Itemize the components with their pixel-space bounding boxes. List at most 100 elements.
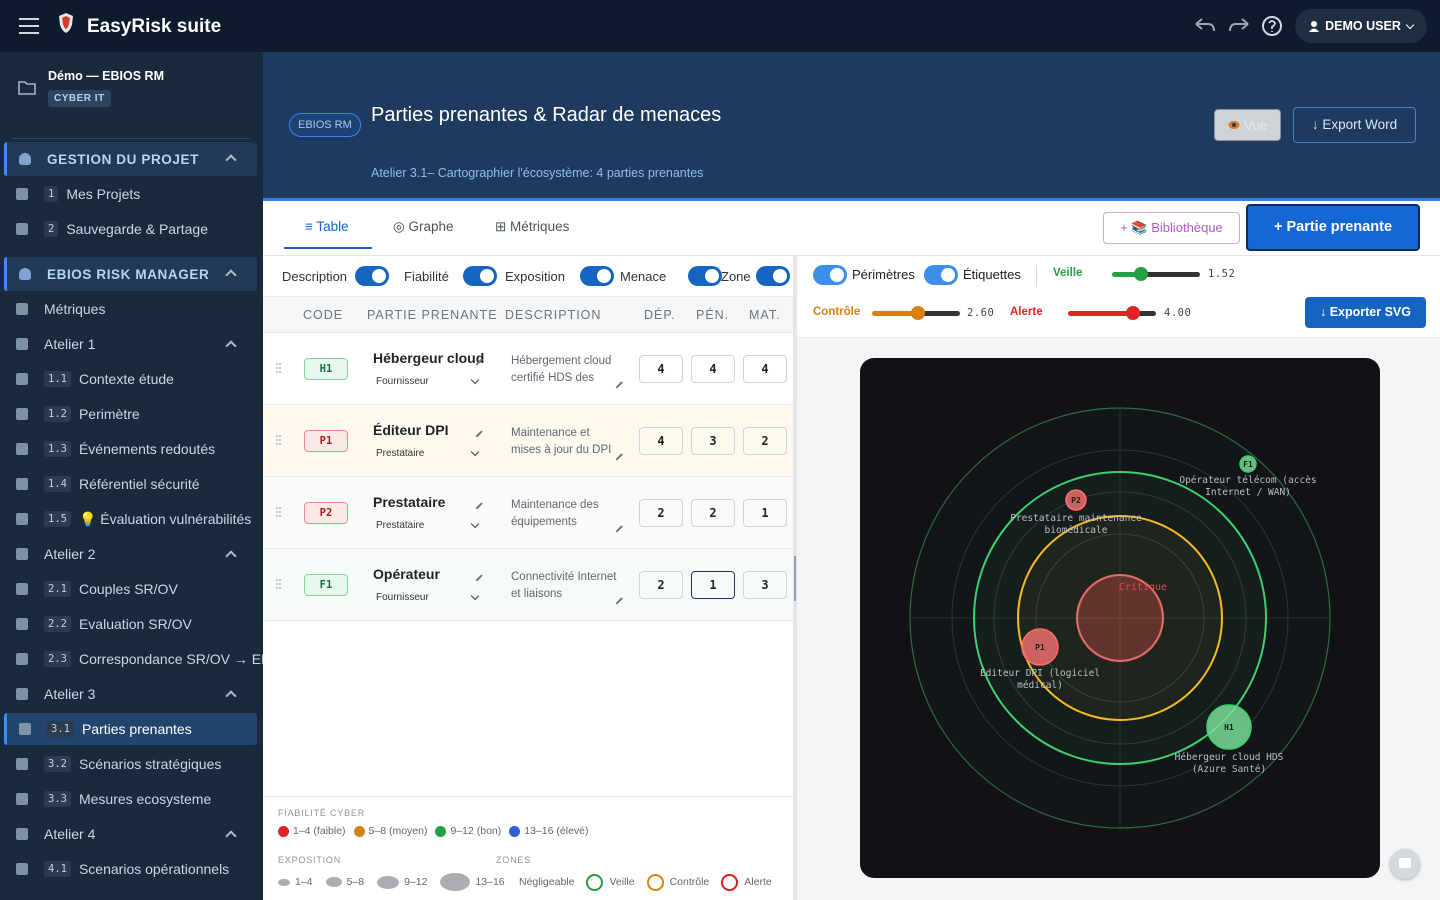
- section-icon: [19, 268, 31, 280]
- toggle[interactable]: [355, 266, 389, 286]
- toggle-label: Périmètres: [852, 267, 915, 282]
- threshold-value: 1.52: [1208, 268, 1236, 280]
- sidebar-item[interactable]: 3.1 Parties prenantes: [4, 713, 257, 745]
- menu-button[interactable]: [19, 18, 39, 34]
- redo[interactable]: [1229, 18, 1249, 32]
- help[interactable]: [1262, 16, 1282, 36]
- score-input[interactable]: 1: [743, 499, 787, 527]
- sidebar-item[interactable]: Métriques: [4, 293, 257, 325]
- legend-item: Négligeable: [519, 876, 574, 888]
- user-menu[interactable]: DEMO USER: [1295, 9, 1427, 43]
- stakeholder-type[interactable]: Prestataire: [376, 448, 425, 459]
- slider-thumb[interactable]: [1134, 267, 1148, 281]
- sidebar-group[interactable]: Atelier 3: [4, 678, 257, 710]
- legend-label: Veille: [609, 876, 635, 888]
- splitter[interactable]: [793, 256, 797, 900]
- sidebar-icon: [19, 723, 31, 735]
- drag-handle[interactable]: [276, 507, 281, 517]
- add-stakeholder-button[interactable]: + Partie prenante: [1246, 204, 1420, 251]
- sidebar-item[interactable]: 1.4 Référentiel sécurité: [4, 468, 257, 500]
- score-input[interactable]: 4: [639, 355, 683, 383]
- stakeholder-name: Éditeur DPI: [373, 422, 449, 438]
- sidebar-item[interactable]: 2 Sauvegarde & Partage: [4, 213, 257, 245]
- column-header: DÉP.: [644, 308, 676, 322]
- legend-item: Veille: [586, 873, 635, 891]
- app-name: EasyRisk suite: [87, 16, 222, 37]
- point-code: F1: [1243, 460, 1253, 469]
- toggle[interactable]: [924, 265, 958, 285]
- sidebar-item[interactable]: 2.3 Correspondance SR/OV → EF: [4, 643, 263, 675]
- sidebar-item[interactable]: 1.1 Contexte étude: [4, 363, 257, 395]
- divider: [12, 138, 250, 139]
- sidebar-group[interactable]: Atelier 2: [4, 538, 257, 570]
- slider-thumb[interactable]: [911, 306, 925, 320]
- drag-handle[interactable]: [276, 363, 281, 373]
- sidebar-icon: [16, 758, 28, 770]
- sidebar-item[interactable]: 3.3 Mesures ecosysteme: [4, 783, 257, 815]
- sidebar-item[interactable]: 4.1 Scenarios opérationnels: [4, 853, 257, 885]
- legend-item: 1–4: [278, 876, 313, 888]
- toggle[interactable]: [580, 266, 614, 286]
- sidebar-item[interactable]: 1.2 Perimètre: [4, 398, 257, 430]
- sidebar-label: Correspondance SR/OV → EF: [78, 651, 263, 667]
- score-input[interactable]: 2: [639, 499, 683, 527]
- score-input[interactable]: 2: [639, 571, 683, 599]
- sidebar-group[interactable]: Atelier 4: [4, 818, 257, 850]
- export-word-button[interactable]: ↓ Export Word: [1293, 107, 1416, 143]
- view-button[interactable]: Vue: [1214, 109, 1281, 141]
- sidebar-item[interactable]: 1 Mes Projets: [4, 178, 257, 210]
- toggle[interactable]: [688, 266, 722, 286]
- toggle[interactable]: [463, 266, 497, 286]
- sidebar-icon: [16, 338, 28, 350]
- library-button[interactable]: + 📚 Bibliothèque: [1103, 212, 1240, 244]
- score-input[interactable]: 4: [639, 427, 683, 455]
- sidebar-section[interactable]: EBIOS RISK MANAGER: [4, 257, 257, 291]
- sidebar-item[interactable]: 1.3 Événements redoutés: [4, 433, 257, 465]
- legend-row: 1–4 5–8 9–12 13–16: [278, 872, 511, 892]
- grid-ring: [1035, 533, 1205, 703]
- sidebar-item[interactable]: 1.5 💡 Évaluation vulnérabilités: [4, 503, 257, 535]
- slider-thumb[interactable]: [1126, 306, 1140, 320]
- tab[interactable]: ⊞ Métriques: [495, 219, 570, 234]
- toggle[interactable]: [756, 266, 790, 286]
- score-input[interactable]: 2: [691, 499, 735, 527]
- stakeholder-point[interactable]: [1239, 455, 1257, 473]
- score-input[interactable]: 2: [743, 427, 787, 455]
- score-input[interactable]: 3: [691, 427, 735, 455]
- drag-handle[interactable]: [276, 579, 281, 589]
- chat-button[interactable]: [1390, 849, 1420, 879]
- stakeholder-type[interactable]: Fournisseur: [376, 592, 429, 603]
- legend-label: 9–12 (bon): [450, 825, 502, 837]
- sidebar-section[interactable]: GESTION DU PROJET: [4, 142, 257, 176]
- undo[interactable]: [1195, 18, 1215, 32]
- score-input[interactable]: 3: [743, 571, 787, 599]
- edit-icon[interactable]: [475, 574, 483, 582]
- stakeholder-point[interactable]: [1021, 628, 1059, 666]
- export-svg-button[interactable]: ↓ Exporter SVG: [1305, 297, 1426, 328]
- edit-icon[interactable]: [475, 430, 483, 438]
- score-input[interactable]: 1: [691, 571, 735, 599]
- grid-ring: [993, 491, 1247, 745]
- sidebar-icon: [16, 863, 28, 875]
- sidebar-item[interactable]: 3.2 Scénarios stratégiques: [4, 748, 257, 780]
- sidebar-label: Contexte étude: [78, 371, 174, 387]
- sidebar-item[interactable]: 2.1 Couples SR/OV: [4, 573, 257, 605]
- stakeholder-point[interactable]: [1065, 489, 1087, 511]
- score-input[interactable]: 4: [743, 355, 787, 383]
- score-input[interactable]: 4: [691, 355, 735, 383]
- sidebar-item[interactable]: 2.2 Evaluation SR/OV: [4, 608, 257, 640]
- sidebar-label: Mes Projets: [66, 186, 141, 202]
- sidebar-label: Atelier 4: [44, 826, 96, 842]
- legend: FIABILITÉ CYBER 1–4 (faible) 5–8 (moyen) 9–…: [263, 796, 793, 900]
- stakeholder-point[interactable]: [1206, 704, 1252, 750]
- legend-item: 13–16: [440, 873, 505, 891]
- sidebar-group[interactable]: Atelier 1: [4, 328, 257, 360]
- stakeholder-type[interactable]: Prestataire: [376, 520, 425, 531]
- drag-handle[interactable]: [276, 435, 281, 445]
- edit-icon[interactable]: [475, 502, 483, 510]
- toggle[interactable]: [813, 265, 847, 285]
- stakeholder-type[interactable]: Fournisseur: [376, 376, 429, 387]
- tab[interactable]: ◎ Graphe: [393, 219, 454, 234]
- tab[interactable]: ≡ Table: [305, 219, 349, 234]
- table-header: CODE PARTIE PRENANTE DESCRIPTION DÉP. PÉN. MA…: [263, 296, 793, 333]
